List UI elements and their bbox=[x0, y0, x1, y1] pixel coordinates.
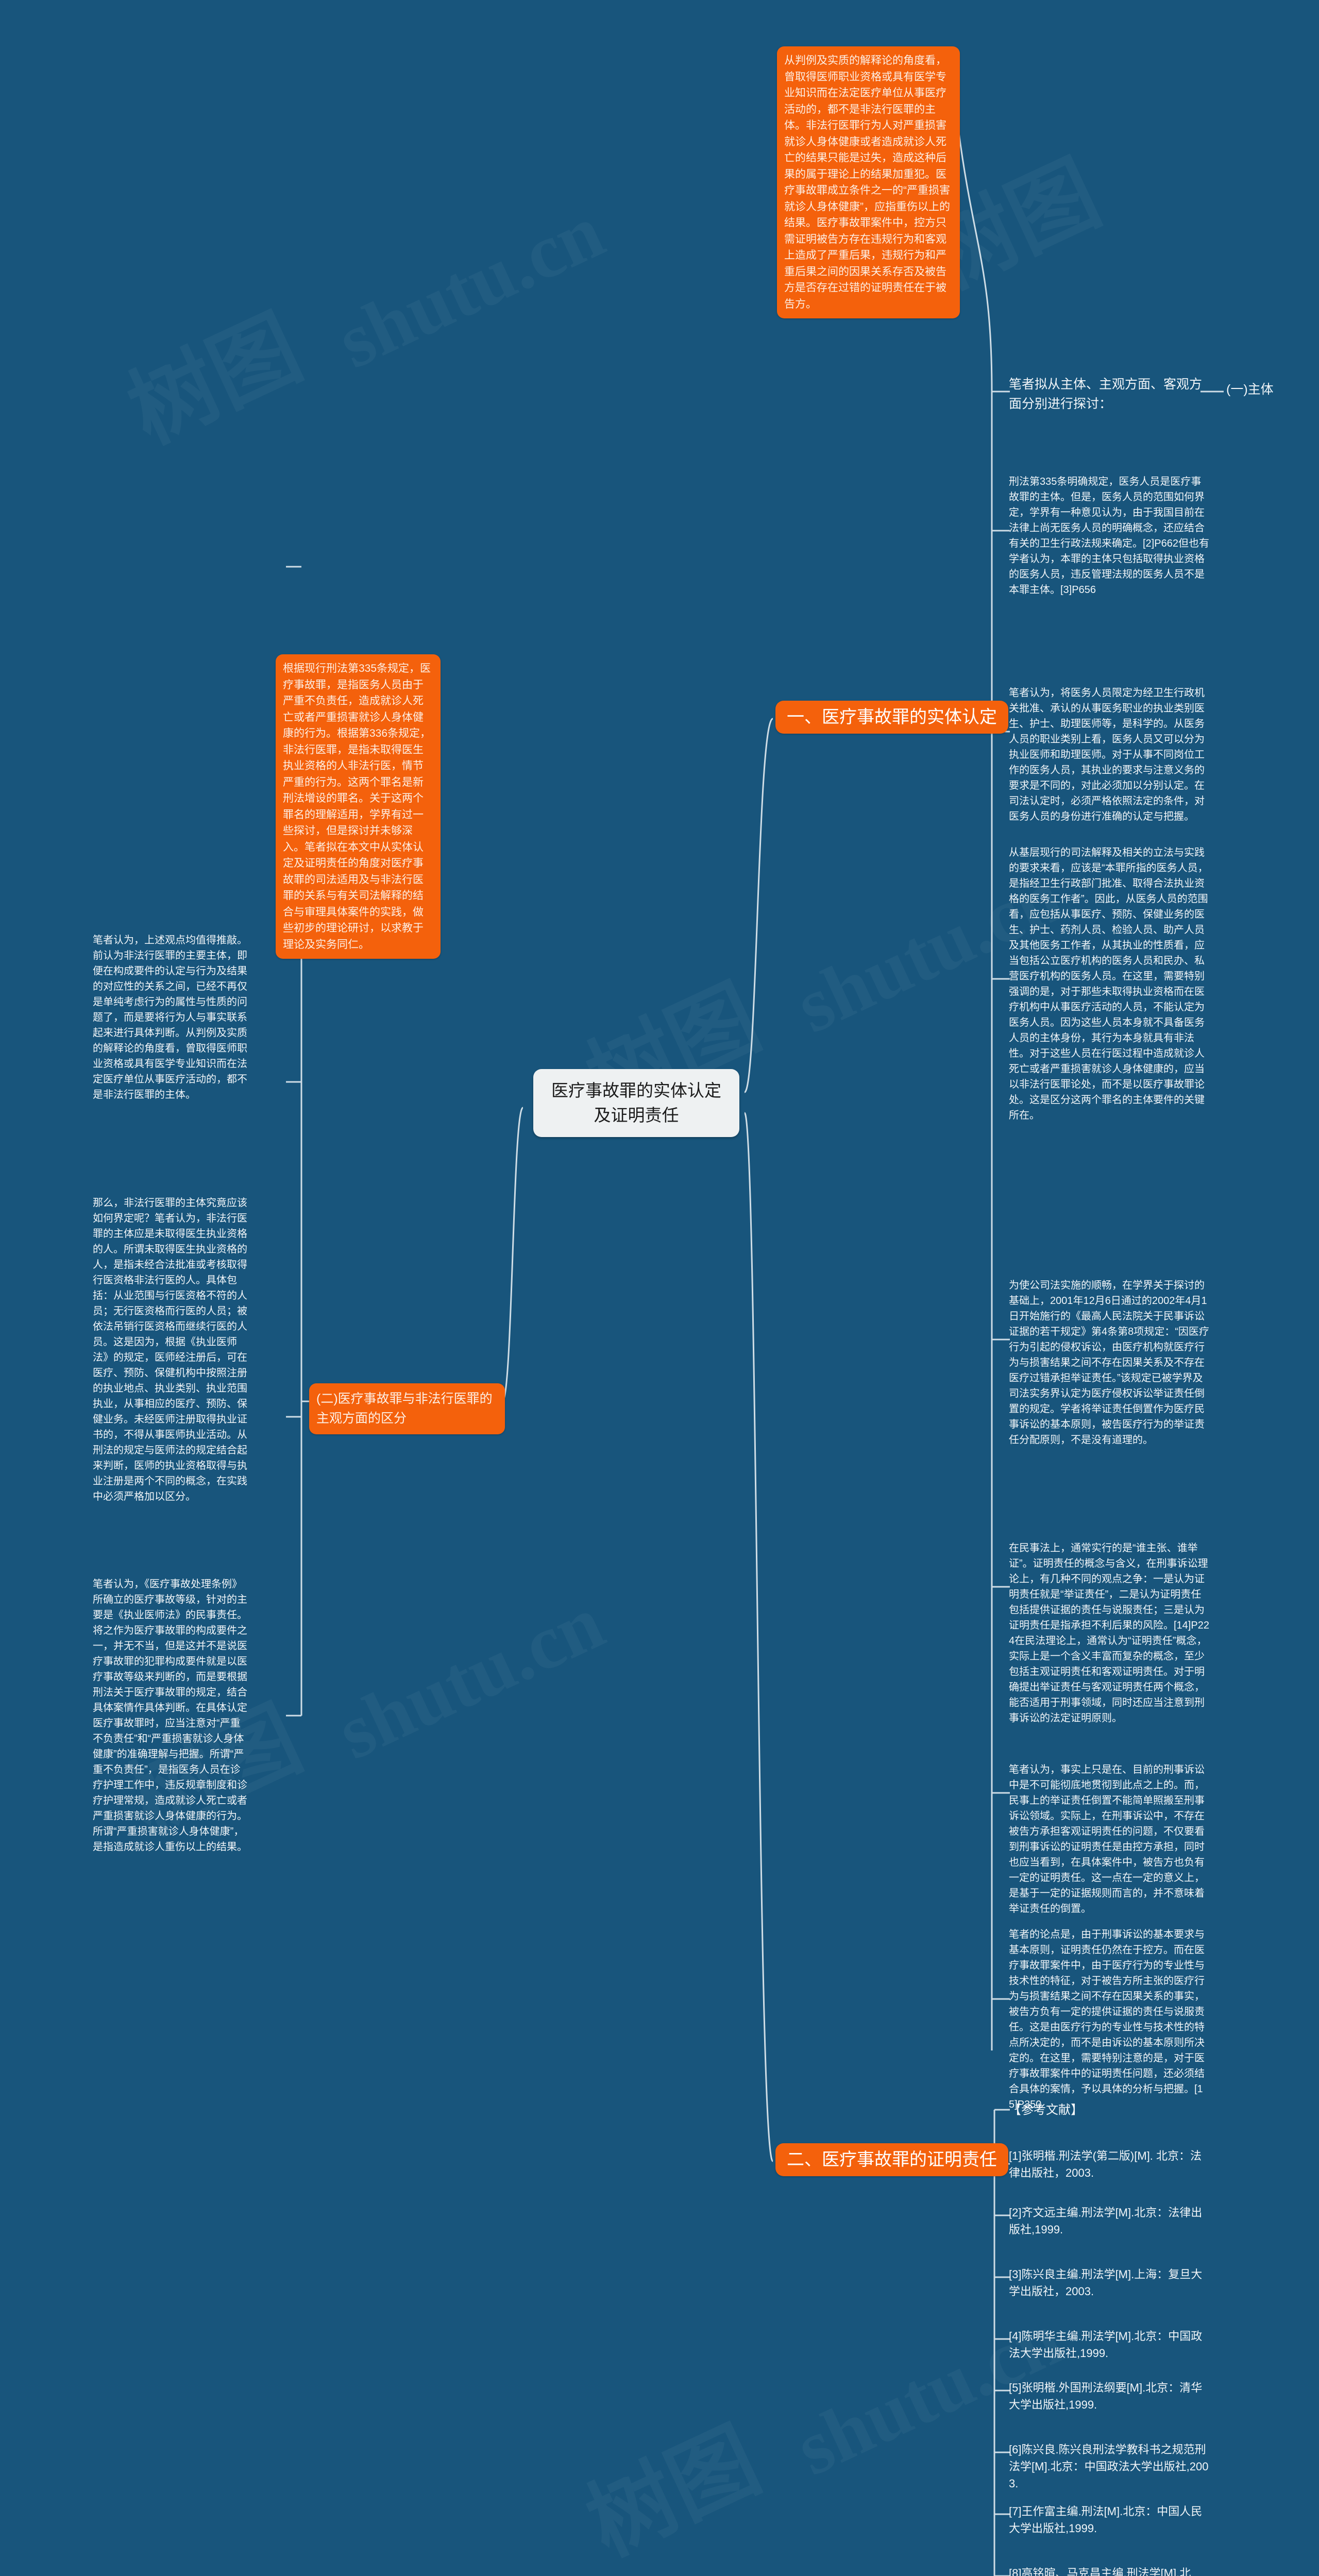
branch-label-shiti-rending[interactable]: 一、医疗事故罪的实体认定 bbox=[775, 701, 1008, 734]
references-title: 【参考文献】 bbox=[1009, 2103, 1083, 2117]
watermark-logo-1: 树图 bbox=[105, 278, 317, 467]
watermark-logo-4: 树图 bbox=[564, 2391, 776, 2576]
reference-item[interactable]: [8]高铭暄、马克昌主编.刑法学[M].北京：北京大学出版社、高等教育出版社,2… bbox=[1009, 2567, 1191, 2576]
reference-item[interactable]: [5]张明楷.外国刑法纲要[M].北京：清华大学出版社,1999. bbox=[1009, 2381, 1203, 2411]
page-title[interactable]: 医疗事故罪的实体认定及证明责任 bbox=[533, 1069, 739, 1137]
left-text-block-3[interactable]: 笔者认为，《医疗事故处理条例》所确立的医疗事故等级，针对的主要是《执业医师法》的… bbox=[93, 1579, 247, 1853]
right-intro-text[interactable]: 笔者拟从主体、主观方面、客观方面分别进行探讨： bbox=[1009, 377, 1203, 411]
right-text-block-2[interactable]: 笔者认为，将医务人员限定为经卫生行政机关批准、承认的从事医务职业的执业类别医生、… bbox=[1009, 687, 1205, 822]
reference-item[interactable]: [1]张明楷.刑法学(第二版)[M]. 北京：法律出版社，2003. bbox=[1009, 2149, 1202, 2179]
reference-item[interactable]: [3]陈兴良主编.刑法学[M].上海：复旦大学出版社，2003. bbox=[1009, 2268, 1203, 2298]
right-text-block-4[interactable]: 为使公司法实施的顺畅，在学界关于探讨的基础上，2001年12月6日通过的2002… bbox=[1009, 1280, 1209, 1446]
right-text-block-3[interactable]: 从基层现行的司法解释及相关的立法与实践的要求来看，应该是“本罪所指的医务人员，是… bbox=[1009, 847, 1208, 1121]
subnode-label-zhuti[interactable]: (一)主体 bbox=[1226, 382, 1274, 397]
branch-label-zhuguan-qufen[interactable]: (二)医疗事故罪与非法行医罪的主观方面的区分 bbox=[309, 1383, 505, 1434]
watermark-domain-3: shutu.cn bbox=[324, 1578, 617, 1777]
reference-item[interactable]: [2]齐文远主编.刑法学[M].北京：法律出版社,1999. bbox=[1009, 2206, 1203, 2236]
right-text-block-5[interactable]: 在民事法上，通常实行的是“谁主张、谁举证”。证明责任的概念与含义，在刑事诉讼理论… bbox=[1009, 1543, 1209, 1724]
right-text-block-7[interactable]: 笔者的论点是，由于刑事诉讼的基本要求与基本原则，证明责任仍然在于控方。而在医疗事… bbox=[1009, 1929, 1205, 2110]
reference-item[interactable]: [6]陈兴良.陈兴良刑法学教科书之规范刑法学[M].北京：中国政法大学出版社,2… bbox=[1009, 2443, 1209, 2490]
top-orange-text-block[interactable]: 从判例及实质的解释论的角度看，曾取得医师职业资格或具有医学专业知识而在法定医疗单… bbox=[777, 46, 960, 318]
reference-item[interactable]: [7]王作富主编.刑法[M].北京：中国人民大学出版社,1999. bbox=[1009, 2505, 1203, 2535]
watermark-domain-1: shutu.cn bbox=[324, 187, 617, 386]
reference-item[interactable]: [4]陈明华主编.刑法学[M].北京：中国政法大学出版社,1999. bbox=[1009, 2330, 1203, 2360]
branch-label-zhengming-zeren[interactable]: 二、医疗事故罪的证明责任 bbox=[775, 2143, 1008, 2177]
left-text-block-1[interactable]: 笔者认为，上述观点均值得推敲。前认为非法行医罪的主要主体，即便在构成要件的认定与… bbox=[93, 935, 247, 1100]
left-orange-text-block[interactable]: 根据现行刑法第335条规定，医疗事故罪，是指医务人员由于严重不负责任，造成就诊人… bbox=[276, 654, 441, 959]
right-text-block-6[interactable]: 笔者认为，事实上只是在、目前的刑事诉讼中是不可能彻底地贯彻到此点之上的。而，民事… bbox=[1009, 1764, 1205, 1914]
right-text-block-1[interactable]: 刑法第335条明确规定，医务人员是医疗事故罪的主体。但是，医务人员的范围如何界定… bbox=[1009, 476, 1209, 596]
left-text-block-2[interactable]: 那么，非法行医罪的主体究竟应该如何界定呢？笔者认为，非法行医罪的主体应是未取得医… bbox=[93, 1197, 247, 1502]
